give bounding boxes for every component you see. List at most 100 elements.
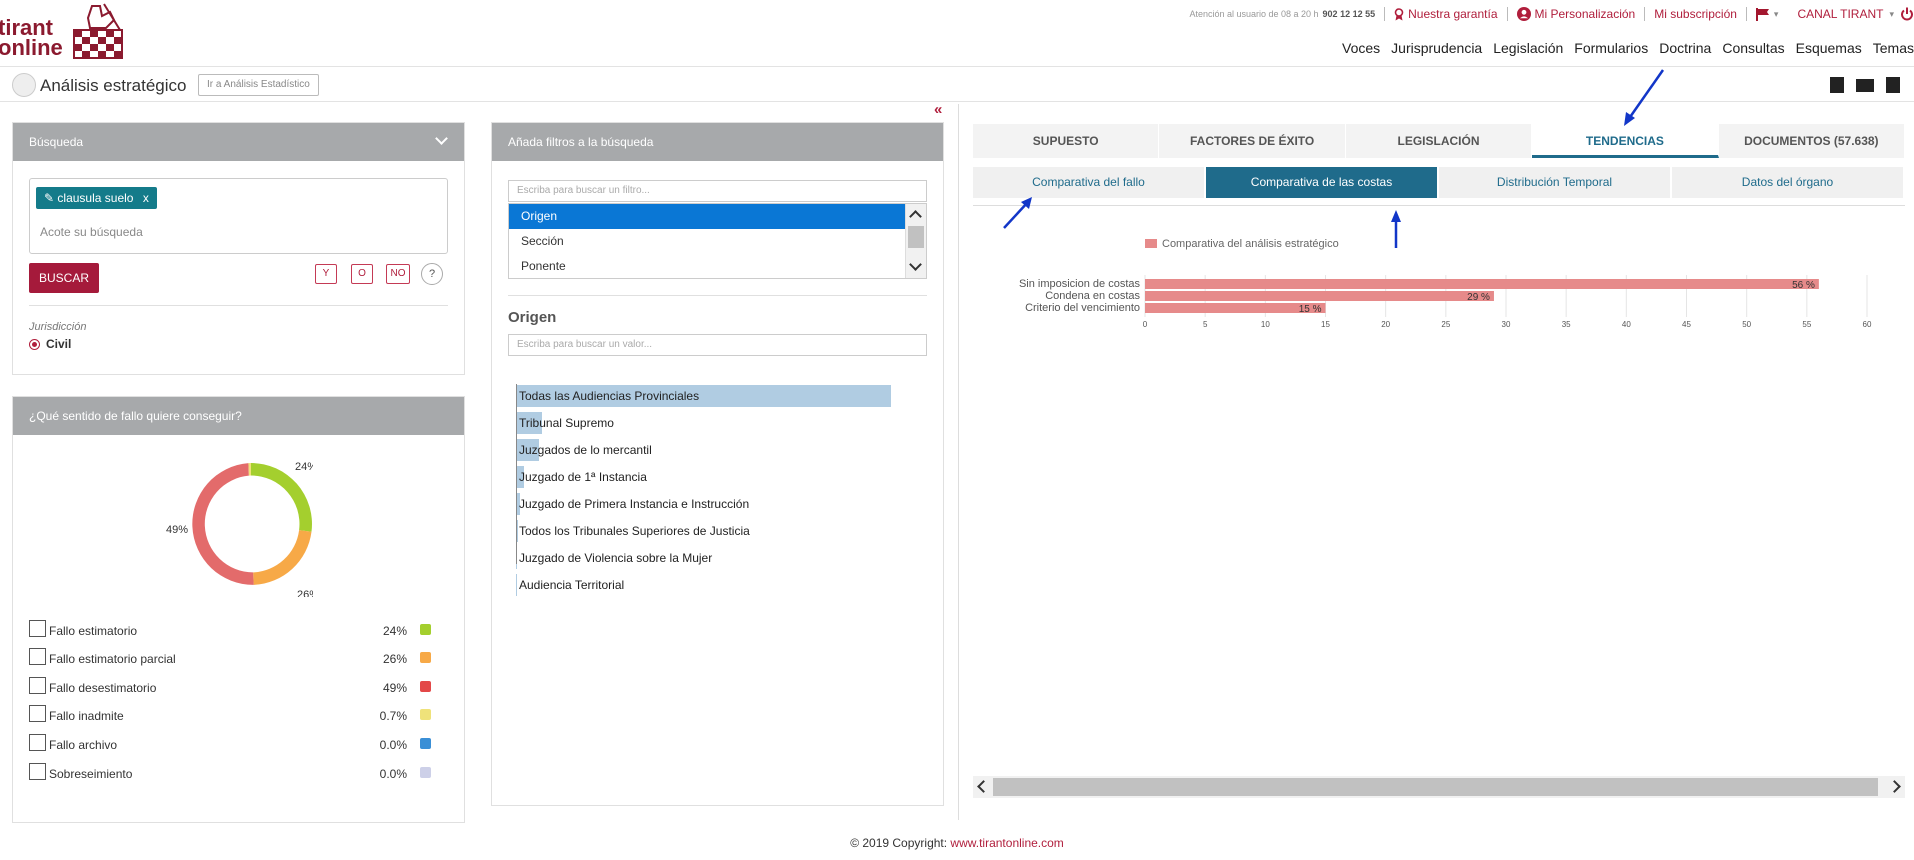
tab-supuesto[interactable]: SUPUESTO bbox=[973, 124, 1160, 158]
checkbox[interactable] bbox=[29, 763, 46, 780]
filter-option-seccion[interactable]: Sección bbox=[521, 234, 564, 248]
scroll-up-icon[interactable] bbox=[909, 210, 922, 223]
legend-fallo-inadmite[interactable]: Fallo inadmite 0.7% bbox=[29, 705, 441, 725]
new-document-icon[interactable] bbox=[1830, 77, 1844, 93]
nav-doctrina[interactable]: Doctrina bbox=[1659, 40, 1712, 56]
origin-row[interactable]: Tribunal Supremo bbox=[516, 412, 916, 434]
horizontal-scrollbar[interactable] bbox=[973, 776, 1905, 798]
nav-esquemas[interactable]: Esquemas bbox=[1795, 40, 1862, 56]
subtab-comparativa-costas[interactable]: Comparativa de las costas bbox=[1206, 167, 1439, 198]
operator-not-button[interactable]: NO bbox=[386, 264, 410, 284]
bar[interactable] bbox=[1145, 279, 1819, 289]
scroll-thumb[interactable] bbox=[993, 778, 1878, 796]
x-tick-label: 60 bbox=[1863, 320, 1872, 329]
subtab-comparativa-fallo[interactable]: Comparativa del fallo bbox=[973, 167, 1206, 198]
nav-voces[interactable]: Voces bbox=[1342, 40, 1381, 56]
origin-row[interactable]: Audiencia Territorial bbox=[516, 574, 916, 596]
filter-option-ponente[interactable]: Ponente bbox=[521, 259, 566, 273]
donut-slice-estimatorio[interactable] bbox=[251, 463, 312, 532]
origin-value-search-input[interactable]: Escriba para buscar un valor... bbox=[508, 334, 927, 356]
nav-jurisprudencia[interactable]: Jurisprudencia bbox=[1391, 40, 1483, 56]
tab-tendencias[interactable]: TENDENCIAS bbox=[1532, 124, 1719, 158]
donut-slice-inadmite[interactable] bbox=[248, 463, 251, 476]
top-links: Atención al usuario de 08 a 20 h 902 12 … bbox=[1189, 6, 1914, 22]
legend-fallo-archivo[interactable]: Fallo archivo 0.0% bbox=[29, 734, 441, 754]
flag-icon bbox=[1755, 7, 1769, 21]
search-panel-header[interactable]: Búsqueda bbox=[13, 123, 464, 161]
x-tick-label: 40 bbox=[1622, 320, 1631, 329]
brand-line2: online bbox=[0, 35, 63, 60]
power-icon[interactable] bbox=[1900, 7, 1914, 21]
checkbox[interactable] bbox=[29, 648, 46, 665]
origin-row[interactable]: Juzgado de 1ª Instancia bbox=[516, 466, 916, 488]
filter-search-input[interactable]: Escriba para buscar un filtro... bbox=[508, 180, 927, 202]
bar[interactable] bbox=[1145, 291, 1494, 301]
tab-documentos[interactable]: DOCUMENTOS (57.638) bbox=[1718, 124, 1906, 158]
scroll-left-icon[interactable] bbox=[977, 780, 990, 793]
bar[interactable] bbox=[1145, 303, 1326, 313]
guarantee-label: Nuestra garantía bbox=[1408, 7, 1498, 21]
personalization-link[interactable]: Mi Personalización bbox=[1516, 7, 1635, 21]
goto-statistical-analysis-button[interactable]: Ir a Análisis Estadístico bbox=[198, 74, 319, 96]
search-box[interactable]: ✎ clausula suelo x Acote su búsqueda bbox=[29, 178, 448, 254]
donut-slice-desestimatorio[interactable] bbox=[192, 463, 254, 585]
search-term-label: clausula suelo bbox=[57, 191, 134, 205]
chevron-down-icon[interactable] bbox=[435, 132, 448, 145]
refine-search-input[interactable]: Acote su búsqueda bbox=[40, 225, 143, 239]
guarantee-link[interactable]: Nuestra garantía bbox=[1394, 7, 1498, 21]
filter-list[interactable]: Origen Sección Ponente bbox=[508, 203, 927, 279]
channel-tirant-link[interactable]: CANAL TIRANT bbox=[1797, 7, 1884, 21]
legend-sobreseimiento[interactable]: Sobreseimiento 0.0% bbox=[29, 763, 441, 783]
remove-tag-button[interactable]: x bbox=[142, 191, 149, 205]
scroll-thumb[interactable] bbox=[908, 226, 924, 248]
nav-consultas[interactable]: Consultas bbox=[1722, 40, 1785, 56]
checkbox[interactable] bbox=[29, 734, 46, 751]
checkbox[interactable] bbox=[29, 620, 46, 637]
subtab-distribucion-temporal[interactable]: Distribución Temporal bbox=[1439, 167, 1672, 198]
language-flag-dropdown[interactable]: ▾ bbox=[1755, 7, 1778, 21]
origin-row[interactable]: Juzgados de lo mercantil bbox=[516, 439, 916, 461]
x-tick-label: 45 bbox=[1682, 320, 1691, 329]
jurisdiction-option-civil[interactable]: Civil bbox=[29, 337, 71, 351]
operator-or-button[interactable]: O bbox=[351, 264, 373, 284]
channel-caret-icon[interactable]: ▾ bbox=[1889, 8, 1894, 19]
main-nav: Voces Jurisprudencia Legislación Formula… bbox=[1331, 40, 1914, 56]
nav-legislacion[interactable]: Legislación bbox=[1493, 40, 1564, 56]
legend-fallo-estimatorio[interactable]: Fallo estimatorio 24% bbox=[29, 620, 441, 640]
origin-row[interactable]: Juzgado de Primera Instancia e Instrucci… bbox=[516, 493, 916, 515]
legend-fallo-desestimatorio[interactable]: Fallo desestimatorio 49% bbox=[29, 677, 441, 697]
search-button[interactable]: BUSCAR bbox=[29, 263, 99, 293]
filters-panel-title: Añada filtros a la búsqueda bbox=[508, 135, 654, 149]
scroll-down-icon[interactable] bbox=[909, 258, 922, 271]
collapse-panel-button[interactable]: « bbox=[934, 101, 943, 118]
legend-fallo-estimatorio-parcial[interactable]: Fallo estimatorio parcial 26% bbox=[29, 648, 441, 668]
legend-label: Fallo inadmite bbox=[49, 709, 124, 723]
subscription-link[interactable]: Mi subscripción bbox=[1654, 7, 1737, 21]
checkbox[interactable] bbox=[29, 677, 46, 694]
x-tick-label: 25 bbox=[1441, 320, 1450, 329]
save-icon[interactable] bbox=[1886, 77, 1900, 93]
footer-link[interactable]: www.tirantonline.com bbox=[950, 836, 1064, 850]
origin-row[interactable]: Juzgado de Violencia sobre la Mujer bbox=[516, 547, 916, 569]
footer: © 2019 Copyright: www.tirantonline.com bbox=[0, 836, 1914, 850]
data-label: 56 % bbox=[1792, 280, 1815, 291]
search-term-tag[interactable]: ✎ clausula suelo x bbox=[36, 187, 157, 209]
open-folder-icon[interactable] bbox=[1856, 79, 1874, 92]
donut-slice-estimatorio-parcial[interactable] bbox=[253, 530, 312, 585]
help-icon[interactable]: ? bbox=[421, 263, 443, 285]
origin-label: Todos los Tribunales Superiores de Justi… bbox=[519, 524, 750, 538]
nav-temas[interactable]: Temas bbox=[1872, 40, 1914, 56]
operator-and-button[interactable]: Y bbox=[315, 264, 337, 284]
origin-row[interactable]: Todas las Audiencias Provinciales bbox=[516, 385, 916, 407]
checkbox[interactable] bbox=[29, 705, 46, 722]
filter-option-origen[interactable]: Origen bbox=[509, 204, 906, 229]
filter-list-scrollbar[interactable] bbox=[905, 204, 926, 278]
brand-logo[interactable]: tirant online bbox=[0, 17, 63, 60]
attention-hours: Atención al usuario de 08 a 20 h bbox=[1189, 9, 1319, 19]
tab-legislacion[interactable]: LEGISLACIÓN bbox=[1345, 124, 1533, 158]
nav-formularios[interactable]: Formularios bbox=[1574, 40, 1649, 56]
subtab-datos-organo[interactable]: Datos del órgano bbox=[1672, 167, 1905, 198]
tab-factores-exito[interactable]: FACTORES DE ÉXITO bbox=[1159, 124, 1346, 158]
origin-row[interactable]: Todos los Tribunales Superiores de Justi… bbox=[516, 520, 916, 542]
scroll-right-icon[interactable] bbox=[1888, 780, 1901, 793]
